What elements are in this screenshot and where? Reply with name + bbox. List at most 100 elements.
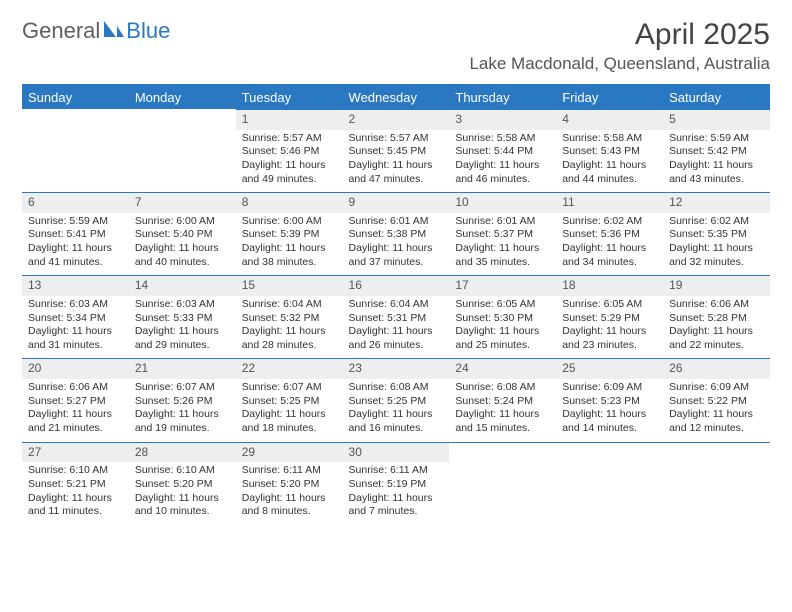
day-number: 23 xyxy=(343,358,450,379)
daylight-line: Daylight: 11 hours and 26 minutes. xyxy=(349,325,444,352)
sunrise-line: Sunrise: 6:08 AM xyxy=(349,381,444,395)
weekday-header-row: Sunday Monday Tuesday Wednesday Thursday… xyxy=(22,85,770,109)
daylight-line: Daylight: 11 hours and 23 minutes. xyxy=(562,325,657,352)
sunset-line: Sunset: 5:28 PM xyxy=(669,312,764,326)
sunrise-line: Sunrise: 6:04 AM xyxy=(242,298,337,312)
day-cell: 23 Sunrise: 6:08 AMSunset: 5:25 PMDayligh… xyxy=(343,358,450,441)
day-info: Sunrise: 6:00 AMSunset: 5:39 PMDaylight:… xyxy=(236,213,343,276)
sunset-line: Sunset: 5:45 PM xyxy=(349,145,444,159)
brand-part-1: General xyxy=(22,18,100,44)
sunrise-line: Sunrise: 6:08 AM xyxy=(455,381,550,395)
sunrise-line: Sunrise: 6:00 AM xyxy=(135,215,230,229)
day-info: Sunrise: 6:10 AMSunset: 5:21 PMDaylight:… xyxy=(22,462,129,525)
day-info: Sunrise: 6:05 AMSunset: 5:29 PMDaylight:… xyxy=(556,296,663,359)
day-cell: 27Sunrise: 6:10 AMSunset: 5:21 PMDayligh… xyxy=(22,442,129,525)
day-info: Sunrise: 6:07 AMSunset: 5:25 PMDaylight:… xyxy=(236,379,343,442)
daylight-line: Daylight: 11 hours and 43 minutes. xyxy=(669,159,764,186)
daylight-line: Daylight: 11 hours and 41 minutes. xyxy=(28,242,123,269)
daylight-line: Daylight: 11 hours and 44 minutes. xyxy=(562,159,657,186)
daylight-line: Daylight: 11 hours and 34 minutes. xyxy=(562,242,657,269)
daylight-line: Daylight: 11 hours and 25 minutes. xyxy=(455,325,550,352)
day-number: 15 xyxy=(236,275,343,296)
daylight-line: Daylight: 11 hours and 16 minutes. xyxy=(349,408,444,435)
daylight-line: Daylight: 11 hours and 10 minutes. xyxy=(135,492,230,519)
day-number: 20 xyxy=(22,358,129,379)
sunrise-line: Sunrise: 6:01 AM xyxy=(349,215,444,229)
daylight-line: Daylight: 11 hours and 38 minutes. xyxy=(242,242,337,269)
week-row: 6Sunrise: 5:59 AMSunset: 5:41 PMDaylight… xyxy=(22,192,770,275)
day-number: 3 xyxy=(449,109,556,130)
day-info: Sunrise: 5:59 AMSunset: 5:41 PMDaylight:… xyxy=(22,213,129,276)
daylight-line: Daylight: 11 hours and 7 minutes. xyxy=(349,492,444,519)
day-info: Sunrise: 5:58 AMSunset: 5:43 PMDaylight:… xyxy=(556,130,663,193)
sunset-line: Sunset: 5:32 PM xyxy=(242,312,337,326)
day-cell: 18Sunrise: 6:05 AMSunset: 5:29 PMDayligh… xyxy=(556,275,663,358)
day-number: 12 xyxy=(663,192,770,213)
day-cell: 29Sunrise: 6:11 AMSunset: 5:20 PMDayligh… xyxy=(236,442,343,525)
sunrise-line: Sunrise: 6:06 AM xyxy=(669,298,764,312)
sunrise-line: Sunrise: 6:05 AM xyxy=(562,298,657,312)
day-cell: 10Sunrise: 6:01 AMSunset: 5:37 PMDayligh… xyxy=(449,192,556,275)
daylight-line: Daylight: 11 hours and 49 minutes. xyxy=(242,159,337,186)
day-info: Sunrise: 6:07 AMSunset: 5:26 PMDaylight:… xyxy=(129,379,236,442)
sunset-line: Sunset: 5:42 PM xyxy=(669,145,764,159)
day-cell: 15Sunrise: 6:04 AMSunset: 5:32 PMDayligh… xyxy=(236,275,343,358)
sunset-line: Sunset: 5:30 PM xyxy=(455,312,550,326)
day-info: Sunrise: 6:02 AMSunset: 5:36 PMDaylight:… xyxy=(556,213,663,276)
day-cell: 21Sunrise: 6:07 AMSunset: 5:26 PMDayligh… xyxy=(129,358,236,441)
day-number: 28 xyxy=(129,442,236,463)
day-info: Sunrise: 6:01 AMSunset: 5:37 PMDaylight:… xyxy=(449,213,556,276)
day-number: 25 xyxy=(556,358,663,379)
day-number: 18 xyxy=(556,275,663,296)
day-info: Sunrise: 6:06 AMSunset: 5:27 PMDaylight:… xyxy=(22,379,129,442)
day-number: 7 xyxy=(129,192,236,213)
sunrise-line: Sunrise: 6:11 AM xyxy=(242,464,337,478)
day-cell: 30Sunrise: 6:11 AMSunset: 5:19 PMDayligh… xyxy=(343,442,450,525)
day-number: 17 xyxy=(449,275,556,296)
sunset-line: Sunset: 5:26 PM xyxy=(135,395,230,409)
day-number: 5 xyxy=(663,109,770,130)
daylight-line: Daylight: 11 hours and 46 minutes. xyxy=(455,159,550,186)
sunrise-line: Sunrise: 6:03 AM xyxy=(28,298,123,312)
page-header: General Blue April 2025 Lake Macdonald, … xyxy=(22,18,770,74)
brand-logo: General Blue xyxy=(22,18,170,44)
week-row: 20Sunrise: 6:06 AMSunset: 5:27 PMDayligh… xyxy=(22,358,770,441)
sunset-line: Sunset: 5:36 PM xyxy=(562,228,657,242)
day-cell: 5Sunrise: 5:59 AMSunset: 5:42 PMDaylight… xyxy=(663,109,770,192)
daylight-line: Daylight: 11 hours and 40 minutes. xyxy=(135,242,230,269)
day-number: 27 xyxy=(22,442,129,463)
day-number: 1 xyxy=(236,109,343,130)
day-info: Sunrise: 6:02 AMSunset: 5:35 PMDaylight:… xyxy=(663,213,770,276)
week-row: 27Sunrise: 6:10 AMSunset: 5:21 PMDayligh… xyxy=(22,442,770,525)
day-number: 30 xyxy=(343,442,450,463)
sunset-line: Sunset: 5:21 PM xyxy=(28,478,123,492)
sunset-line: Sunset: 5:37 PM xyxy=(455,228,550,242)
day-cell: 11Sunrise: 6:02 AMSunset: 5:36 PMDayligh… xyxy=(556,192,663,275)
sunrise-line: Sunrise: 6:10 AM xyxy=(135,464,230,478)
day-cell: 20Sunrise: 6:06 AMSunset: 5:27 PMDayligh… xyxy=(22,358,129,441)
day-cell: 1Sunrise: 5:57 AMSunset: 5:46 PMDaylight… xyxy=(236,109,343,192)
day-number: 4 xyxy=(556,109,663,130)
daylight-line: Daylight: 11 hours and 15 minutes. xyxy=(455,408,550,435)
day-info: Sunrise: 6:04 AMSunset: 5:32 PMDaylight:… xyxy=(236,296,343,359)
sunset-line: Sunset: 5:38 PM xyxy=(349,228,444,242)
col-thursday: Thursday xyxy=(449,85,556,109)
sunset-line: Sunset: 5:25 PM xyxy=(349,395,444,409)
day-info: Sunrise: 5:57 AMSunset: 5:45 PMDaylight:… xyxy=(343,130,450,193)
day-cell xyxy=(556,442,663,525)
day-cell: 25Sunrise: 6:09 AMSunset: 5:23 PMDayligh… xyxy=(556,358,663,441)
sunset-line: Sunset: 5:23 PM xyxy=(562,395,657,409)
sunrise-line: Sunrise: 6:02 AM xyxy=(669,215,764,229)
sunrise-line: Sunrise: 6:07 AM xyxy=(242,381,337,395)
day-cell: 6Sunrise: 5:59 AMSunset: 5:41 PMDaylight… xyxy=(22,192,129,275)
day-number: 19 xyxy=(663,275,770,296)
day-cell: 13Sunrise: 6:03 AMSunset: 5:34 PMDayligh… xyxy=(22,275,129,358)
day-number: 16 xyxy=(343,275,450,296)
sunrise-line: Sunrise: 6:01 AM xyxy=(455,215,550,229)
calendar-table: Sunday Monday Tuesday Wednesday Thursday… xyxy=(22,84,770,525)
day-number: 9 xyxy=(343,192,450,213)
daylight-line: Daylight: 11 hours and 12 minutes. xyxy=(669,408,764,435)
daylight-line: Daylight: 11 hours and 19 minutes. xyxy=(135,408,230,435)
brand-sail-icon xyxy=(102,19,124,44)
day-cell xyxy=(129,109,236,192)
